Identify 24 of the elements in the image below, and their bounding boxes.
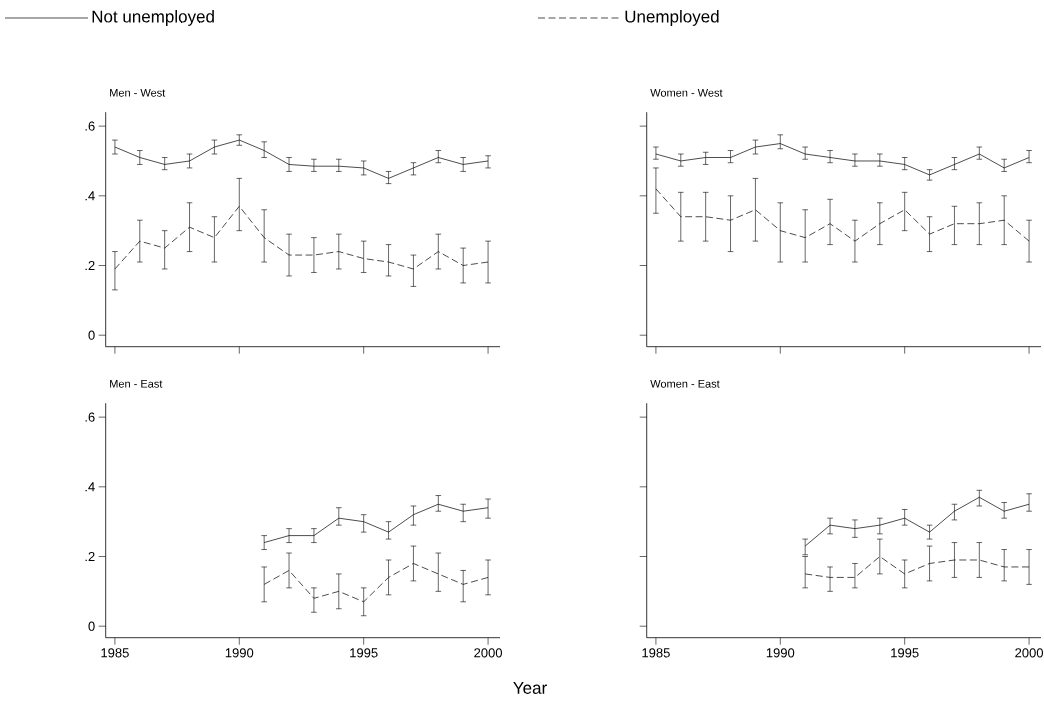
x-tick-label: 1985 bbox=[101, 648, 129, 658]
y-tick-label: .4 bbox=[85, 482, 95, 492]
x-tick-label: 1990 bbox=[766, 648, 795, 658]
y-tick-label: .2 bbox=[85, 260, 95, 271]
legend-label: Unemployed bbox=[625, 10, 719, 26]
chart-title: Women - East bbox=[650, 379, 720, 388]
x-tick-label: 1995 bbox=[891, 648, 919, 658]
chart-title: Women - West bbox=[650, 88, 723, 97]
line-series bbox=[114, 139, 489, 179]
chart-title: Men - West bbox=[110, 88, 166, 97]
y-tick-label: 0 bbox=[88, 330, 95, 340]
chart-title: Men - East bbox=[110, 379, 163, 388]
y-tick-label: .4 bbox=[85, 191, 95, 201]
legend-label: Not unemployed bbox=[92, 10, 214, 26]
x-tick-label: 1995 bbox=[350, 648, 378, 658]
y-tick-label: 0 bbox=[88, 621, 95, 631]
x-tick-label: 1990 bbox=[225, 648, 254, 658]
x-axis-title: Year bbox=[513, 682, 547, 694]
y-tick-label: .2 bbox=[85, 551, 95, 562]
y-tick-label: .6 bbox=[85, 412, 95, 422]
y-tick-label: .6 bbox=[85, 121, 95, 131]
x-tick-label: 2000 bbox=[474, 648, 503, 658]
x-tick-label: 1985 bbox=[642, 648, 670, 658]
x-tick-label: 2000 bbox=[1015, 648, 1044, 658]
